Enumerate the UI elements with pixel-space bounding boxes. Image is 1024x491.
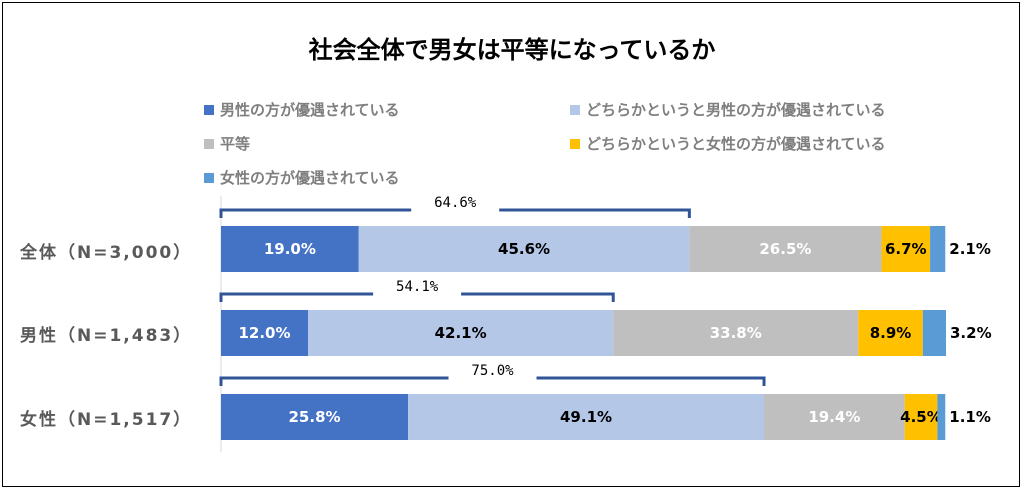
bar-segment — [308, 310, 614, 356]
legend-item-somewhat-female-favored: どちらかというと女性の方が優遇されている — [570, 133, 886, 154]
legend-item-male-favored: 男性の方が優遇されている — [204, 99, 400, 120]
data-label: 19.4% — [808, 408, 860, 426]
row-label-female: 女性（N=1,517） — [20, 410, 193, 430]
data-label: 26.5% — [759, 240, 811, 258]
row-label-overall: 全体（N=3,000） — [20, 243, 193, 263]
bar-segment — [937, 394, 946, 440]
data-label: 2.1% — [949, 240, 991, 258]
data-label: 8.9% — [870, 324, 912, 342]
legend-swatch — [204, 104, 214, 115]
chart-title: 社会全体で男女は平等になっているか — [308, 36, 716, 64]
legend-swatch — [570, 138, 580, 149]
bar-segment — [881, 226, 931, 272]
bracket-total-label: 54.1% — [396, 279, 439, 295]
data-label: 3.2% — [950, 324, 992, 342]
bar-segment — [930, 226, 946, 272]
legend-label: どちらかというと女性の方が優遇されている — [586, 135, 886, 153]
legend-item-equal: 平等 — [204, 133, 250, 154]
legend-label: 平等 — [220, 135, 251, 153]
data-label: 19.0% — [264, 240, 316, 258]
bar-segment — [358, 226, 690, 272]
bar-segment — [221, 394, 409, 440]
data-label: 45.6% — [498, 240, 550, 258]
data-label: 25.8% — [289, 408, 341, 426]
data-label: 33.8% — [710, 324, 762, 342]
data-label: 12.0% — [238, 324, 290, 342]
legend-label: 女性の方が優遇されている — [220, 169, 400, 187]
legend-swatch — [570, 104, 580, 115]
bar-segment — [764, 394, 905, 440]
legend-label: どちらかというと男性の方が優遇されている — [586, 101, 886, 119]
legend-item-somewhat-male-favored: どちらかというと男性の方が優遇されている — [570, 99, 886, 120]
bar-segment — [904, 394, 938, 440]
legend-item-female-favored: 女性の方が優遇されている — [204, 167, 400, 188]
row-label-male: 男性（N=1,483） — [20, 326, 193, 346]
legend-swatch — [204, 172, 214, 183]
data-label: 49.1% — [560, 408, 612, 426]
bar-segment — [221, 310, 308, 356]
data-label: 42.1% — [435, 324, 487, 342]
bar-segment — [922, 310, 946, 356]
data-label: 6.7% — [885, 240, 927, 258]
bar-segment — [689, 226, 882, 272]
data-label: 1.1% — [949, 408, 991, 426]
bar-segment — [613, 310, 859, 356]
legend-label: 男性の方が優遇されている — [220, 101, 400, 119]
bracket-total-label: 64.6% — [434, 195, 477, 211]
data-label: 4.5% — [900, 408, 942, 426]
bar-segment — [221, 226, 359, 272]
bar-segment — [408, 394, 765, 440]
bar-segment — [858, 310, 923, 356]
bracket-total-label: 75.0% — [471, 363, 514, 379]
legend-swatch — [204, 138, 214, 149]
